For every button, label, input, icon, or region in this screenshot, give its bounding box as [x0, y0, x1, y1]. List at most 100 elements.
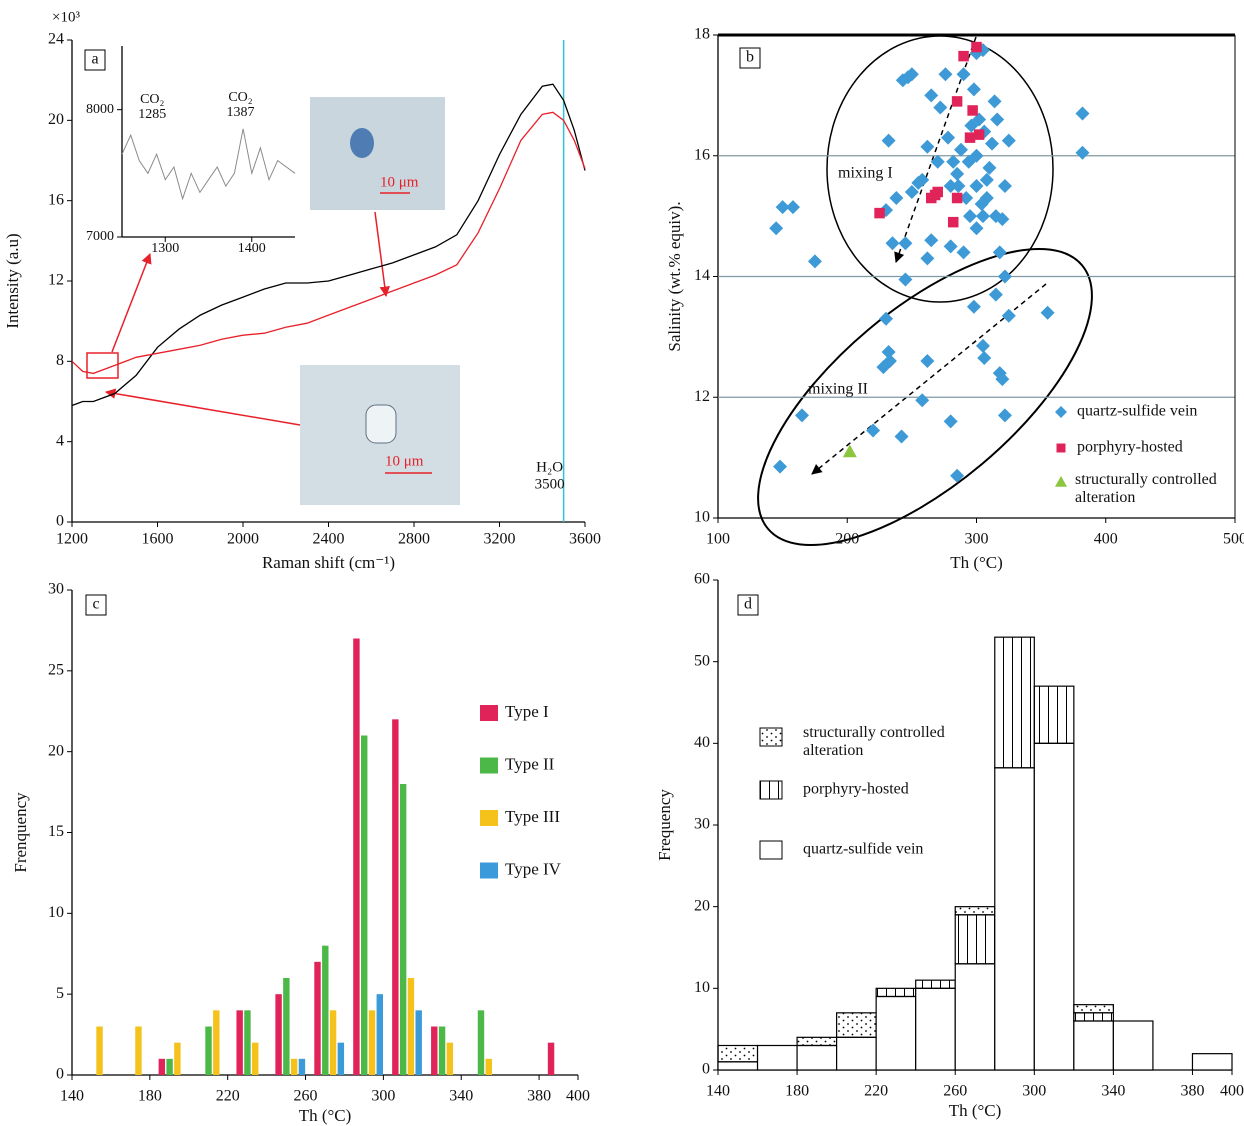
x-tick-label: 220 — [864, 1083, 888, 1100]
annotation-value: 1285 — [138, 107, 166, 122]
bar — [314, 961, 321, 1075]
point — [997, 178, 1012, 193]
x-tick-label: 340 — [1101, 1083, 1125, 1100]
x-axis-label: Raman shift (cm⁻¹) — [262, 553, 395, 572]
point — [947, 216, 959, 228]
bar-segment — [915, 987, 956, 1071]
y-axis-label: Frenquency — [11, 792, 30, 873]
point — [881, 133, 896, 148]
point — [956, 245, 971, 260]
panel-label-box — [85, 594, 107, 616]
y-tick-label: 10 — [694, 979, 710, 996]
bar — [407, 978, 415, 1075]
bar — [213, 1010, 220, 1075]
x-tick-label: 1300 — [151, 241, 179, 256]
point — [929, 189, 941, 201]
point — [1001, 133, 1016, 148]
x-tick-label: 380 — [1180, 1083, 1204, 1100]
point — [969, 221, 984, 236]
point — [995, 212, 1010, 227]
x-axis-label: Th (°C) — [949, 1101, 1002, 1120]
bar-segment — [875, 987, 917, 998]
bar-segment — [1073, 1004, 1114, 1014]
arrow — [374, 211, 390, 298]
bar-segment — [1073, 1020, 1114, 1071]
x-tick-label: 400 — [566, 1088, 590, 1105]
point — [975, 338, 990, 353]
point — [966, 82, 981, 97]
point — [924, 88, 939, 103]
bar — [244, 1010, 251, 1075]
scale-label: 10 μm — [385, 453, 424, 469]
legend-label: Type I — [505, 702, 549, 721]
spectrum-line — [71, 111, 586, 375]
legend-label: porphyry-hosted — [1077, 439, 1183, 456]
bar — [290, 1058, 298, 1075]
point — [973, 129, 985, 140]
bar — [368, 1010, 376, 1075]
point — [959, 191, 974, 206]
x-tick-label: 300 — [371, 1088, 395, 1105]
legend-label: porphyry-hosted — [803, 781, 909, 798]
point — [920, 139, 935, 154]
point — [807, 254, 822, 269]
legend-swatch — [759, 780, 783, 800]
y-tick-label: 0 — [56, 1066, 64, 1083]
scale-label: 10 μm — [380, 174, 419, 190]
bar-segment — [717, 1061, 759, 1071]
arrow — [111, 253, 152, 353]
y-tick-label: 50 — [694, 652, 710, 669]
point — [933, 100, 948, 115]
y-tick-label: 18 — [694, 26, 710, 43]
point — [898, 272, 913, 287]
point — [985, 136, 1000, 151]
point — [1001, 308, 1016, 323]
x-tick-label: 3200 — [484, 531, 516, 548]
y-tick-label: 30 — [694, 816, 710, 833]
y-tick-label: 60 — [694, 571, 710, 588]
legend-swatch — [480, 705, 498, 721]
point — [995, 372, 1010, 387]
point — [920, 251, 935, 266]
point — [920, 354, 935, 369]
bar — [298, 1058, 306, 1075]
inset-bg — [108, 44, 298, 239]
bar — [547, 1042, 555, 1075]
bar — [96, 1026, 103, 1075]
y-tick-label: 5 — [56, 985, 64, 1002]
bar — [252, 1042, 259, 1075]
x-tick-label: 2400 — [313, 531, 345, 548]
point — [972, 112, 987, 127]
y-tick-label: 20 — [48, 111, 64, 128]
x-tick-label: 380 — [527, 1088, 551, 1105]
point — [967, 105, 978, 116]
y-multiplier: ×10³ — [52, 9, 80, 25]
bar — [485, 1058, 492, 1075]
point — [969, 148, 984, 163]
point — [951, 178, 966, 193]
y-tick-label: 25 — [48, 662, 64, 679]
y-tick-label: 0 — [702, 1061, 710, 1078]
inclusion — [350, 128, 374, 158]
point — [866, 423, 881, 438]
point — [915, 393, 930, 408]
y-tick-label: 12 — [48, 272, 64, 289]
x-tick-label: 2800 — [398, 531, 430, 548]
bar — [431, 1026, 438, 1075]
point — [915, 172, 930, 187]
annotation-value: 3500 — [535, 476, 565, 492]
bar-segment — [954, 906, 996, 916]
arrow — [104, 388, 301, 426]
x-tick-label: 1600 — [142, 531, 174, 548]
annotation-label: CO₂ — [228, 90, 252, 105]
bar-segment — [954, 914, 996, 965]
legend-swatch — [759, 840, 783, 860]
point — [997, 408, 1012, 423]
x-tick-label: 300 — [965, 531, 989, 548]
bar-segment — [875, 995, 917, 1071]
point — [874, 207, 885, 219]
legend-swatch — [759, 727, 783, 747]
y-tick-label: 8000 — [86, 102, 114, 117]
point — [990, 112, 1005, 127]
